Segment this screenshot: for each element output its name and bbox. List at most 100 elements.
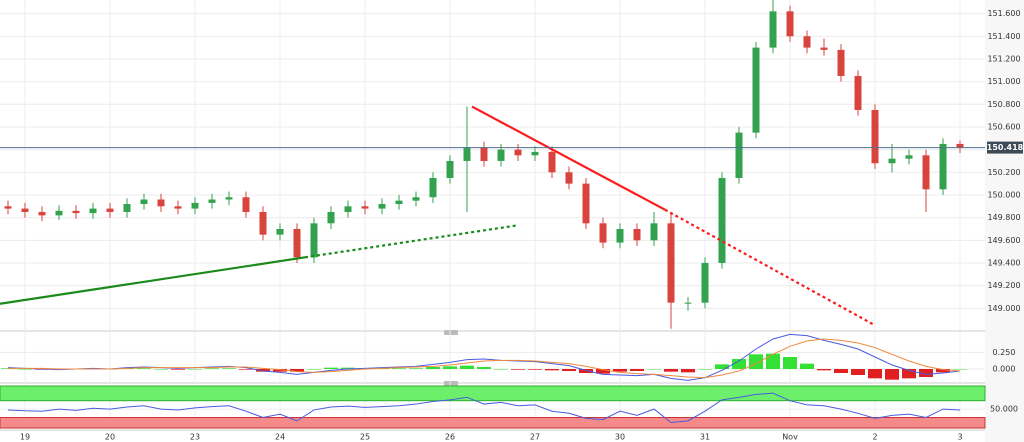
histogram-bar [545, 369, 560, 371]
histogram-bar [613, 369, 628, 372]
indicator-line [7, 338, 961, 379]
histogram-bar [732, 359, 747, 369]
histogram-bar [391, 368, 406, 369]
candle-body [837, 49, 845, 76]
histogram-bar [17, 369, 32, 370]
panel-handle[interactable] [444, 330, 458, 335]
histogram-bar [136, 368, 151, 369]
x-tick-label: 19 [20, 433, 30, 442]
x-tick-label: 27 [530, 433, 540, 442]
histogram-bar [630, 369, 645, 371]
last-price-label: 150.418 [987, 143, 1024, 152]
candle-body [497, 149, 505, 161]
histogram-bar [953, 369, 968, 370]
candle-body [242, 197, 250, 212]
candle-body [446, 160, 454, 178]
y-tick-label: 149.800 [987, 213, 1020, 222]
candle-body [786, 11, 794, 37]
y-tick-label: 151.200 [987, 54, 1020, 63]
x-tick-label: 24 [275, 433, 285, 442]
x-tick-label: 3 [957, 433, 962, 442]
trendline [0, 256, 306, 305]
candle-body [378, 204, 386, 209]
histogram-bar [783, 357, 798, 369]
candle-body [208, 199, 216, 203]
histogram-bar [919, 369, 934, 377]
candle-body [4, 206, 12, 209]
candle-body [361, 206, 369, 209]
candle-body [922, 155, 930, 190]
candle-body [956, 143, 964, 148]
y-tick-label: 149.000 [987, 304, 1020, 313]
candle-body [548, 151, 556, 173]
candle-body [599, 223, 607, 243]
histogram-bar [562, 369, 577, 371]
candle-body [701, 262, 709, 303]
histogram-bar [255, 369, 270, 372]
candle-body [480, 147, 488, 161]
candle-body [905, 155, 913, 159]
x-tick-label: 31 [700, 433, 710, 442]
histogram-bar [834, 369, 849, 373]
candle-body [310, 223, 318, 258]
candle-body [123, 204, 131, 212]
candle-body [395, 200, 403, 205]
histogram-bar [698, 369, 713, 370]
candle-body [72, 210, 80, 214]
y-tick-label: 151.600 [987, 9, 1020, 18]
candle-body [429, 177, 437, 198]
y-tick-label: 151.400 [987, 32, 1020, 41]
histogram-bar [340, 367, 355, 369]
histogram-bar [715, 364, 730, 369]
candle-body [616, 228, 624, 243]
histogram-bar [851, 369, 866, 375]
candle-body [684, 302, 692, 304]
histogram-bar [408, 368, 423, 369]
histogram-bar [596, 369, 611, 374]
candle-body [174, 206, 182, 209]
candle-body [293, 228, 301, 258]
histogram-bar [323, 367, 338, 369]
candle-body [769, 11, 777, 48]
histogram-bar [221, 368, 236, 369]
candle-body [463, 147, 471, 161]
candle-body [157, 199, 165, 207]
y-tick-label: 149.200 [987, 281, 1020, 290]
candle-body [55, 210, 63, 216]
histogram-bar [272, 369, 287, 372]
candle-body [531, 151, 539, 156]
candle-body [38, 211, 46, 216]
histogram-bar [459, 365, 474, 369]
x-tick-label: 26 [445, 433, 455, 442]
y-tick-label: 150.000 [987, 190, 1020, 199]
candle-body [191, 202, 199, 209]
candle-body [106, 208, 114, 212]
candle-body [21, 208, 29, 212]
histogram-bar [153, 369, 168, 370]
candle-body [888, 158, 896, 164]
candle-body [259, 211, 267, 235]
x-tick-label: Nov [782, 433, 798, 442]
candle-body [803, 36, 811, 48]
histogram-bar [749, 354, 764, 369]
histogram-bar [425, 367, 440, 369]
x-tick-label: 2 [872, 433, 877, 442]
x-tick-label: 25 [360, 433, 370, 442]
candle-body [820, 47, 828, 50]
upper-band [0, 385, 986, 402]
candle-body [718, 177, 726, 263]
price-axis-area [985, 0, 1024, 442]
histogram-bar [511, 369, 526, 370]
candle-body [871, 109, 879, 164]
panel-handle[interactable] [444, 381, 458, 386]
y-tick-label: 149.600 [987, 236, 1020, 245]
histogram-bar [902, 369, 917, 379]
candle-body [344, 206, 352, 212]
candle-body [582, 183, 590, 224]
candle-body [565, 172, 573, 184]
candle-body [327, 211, 335, 224]
histogram-bar [766, 353, 781, 369]
histogram-bar [476, 367, 491, 369]
candle-body [633, 228, 641, 241]
x-tick-label: 23 [190, 433, 200, 442]
